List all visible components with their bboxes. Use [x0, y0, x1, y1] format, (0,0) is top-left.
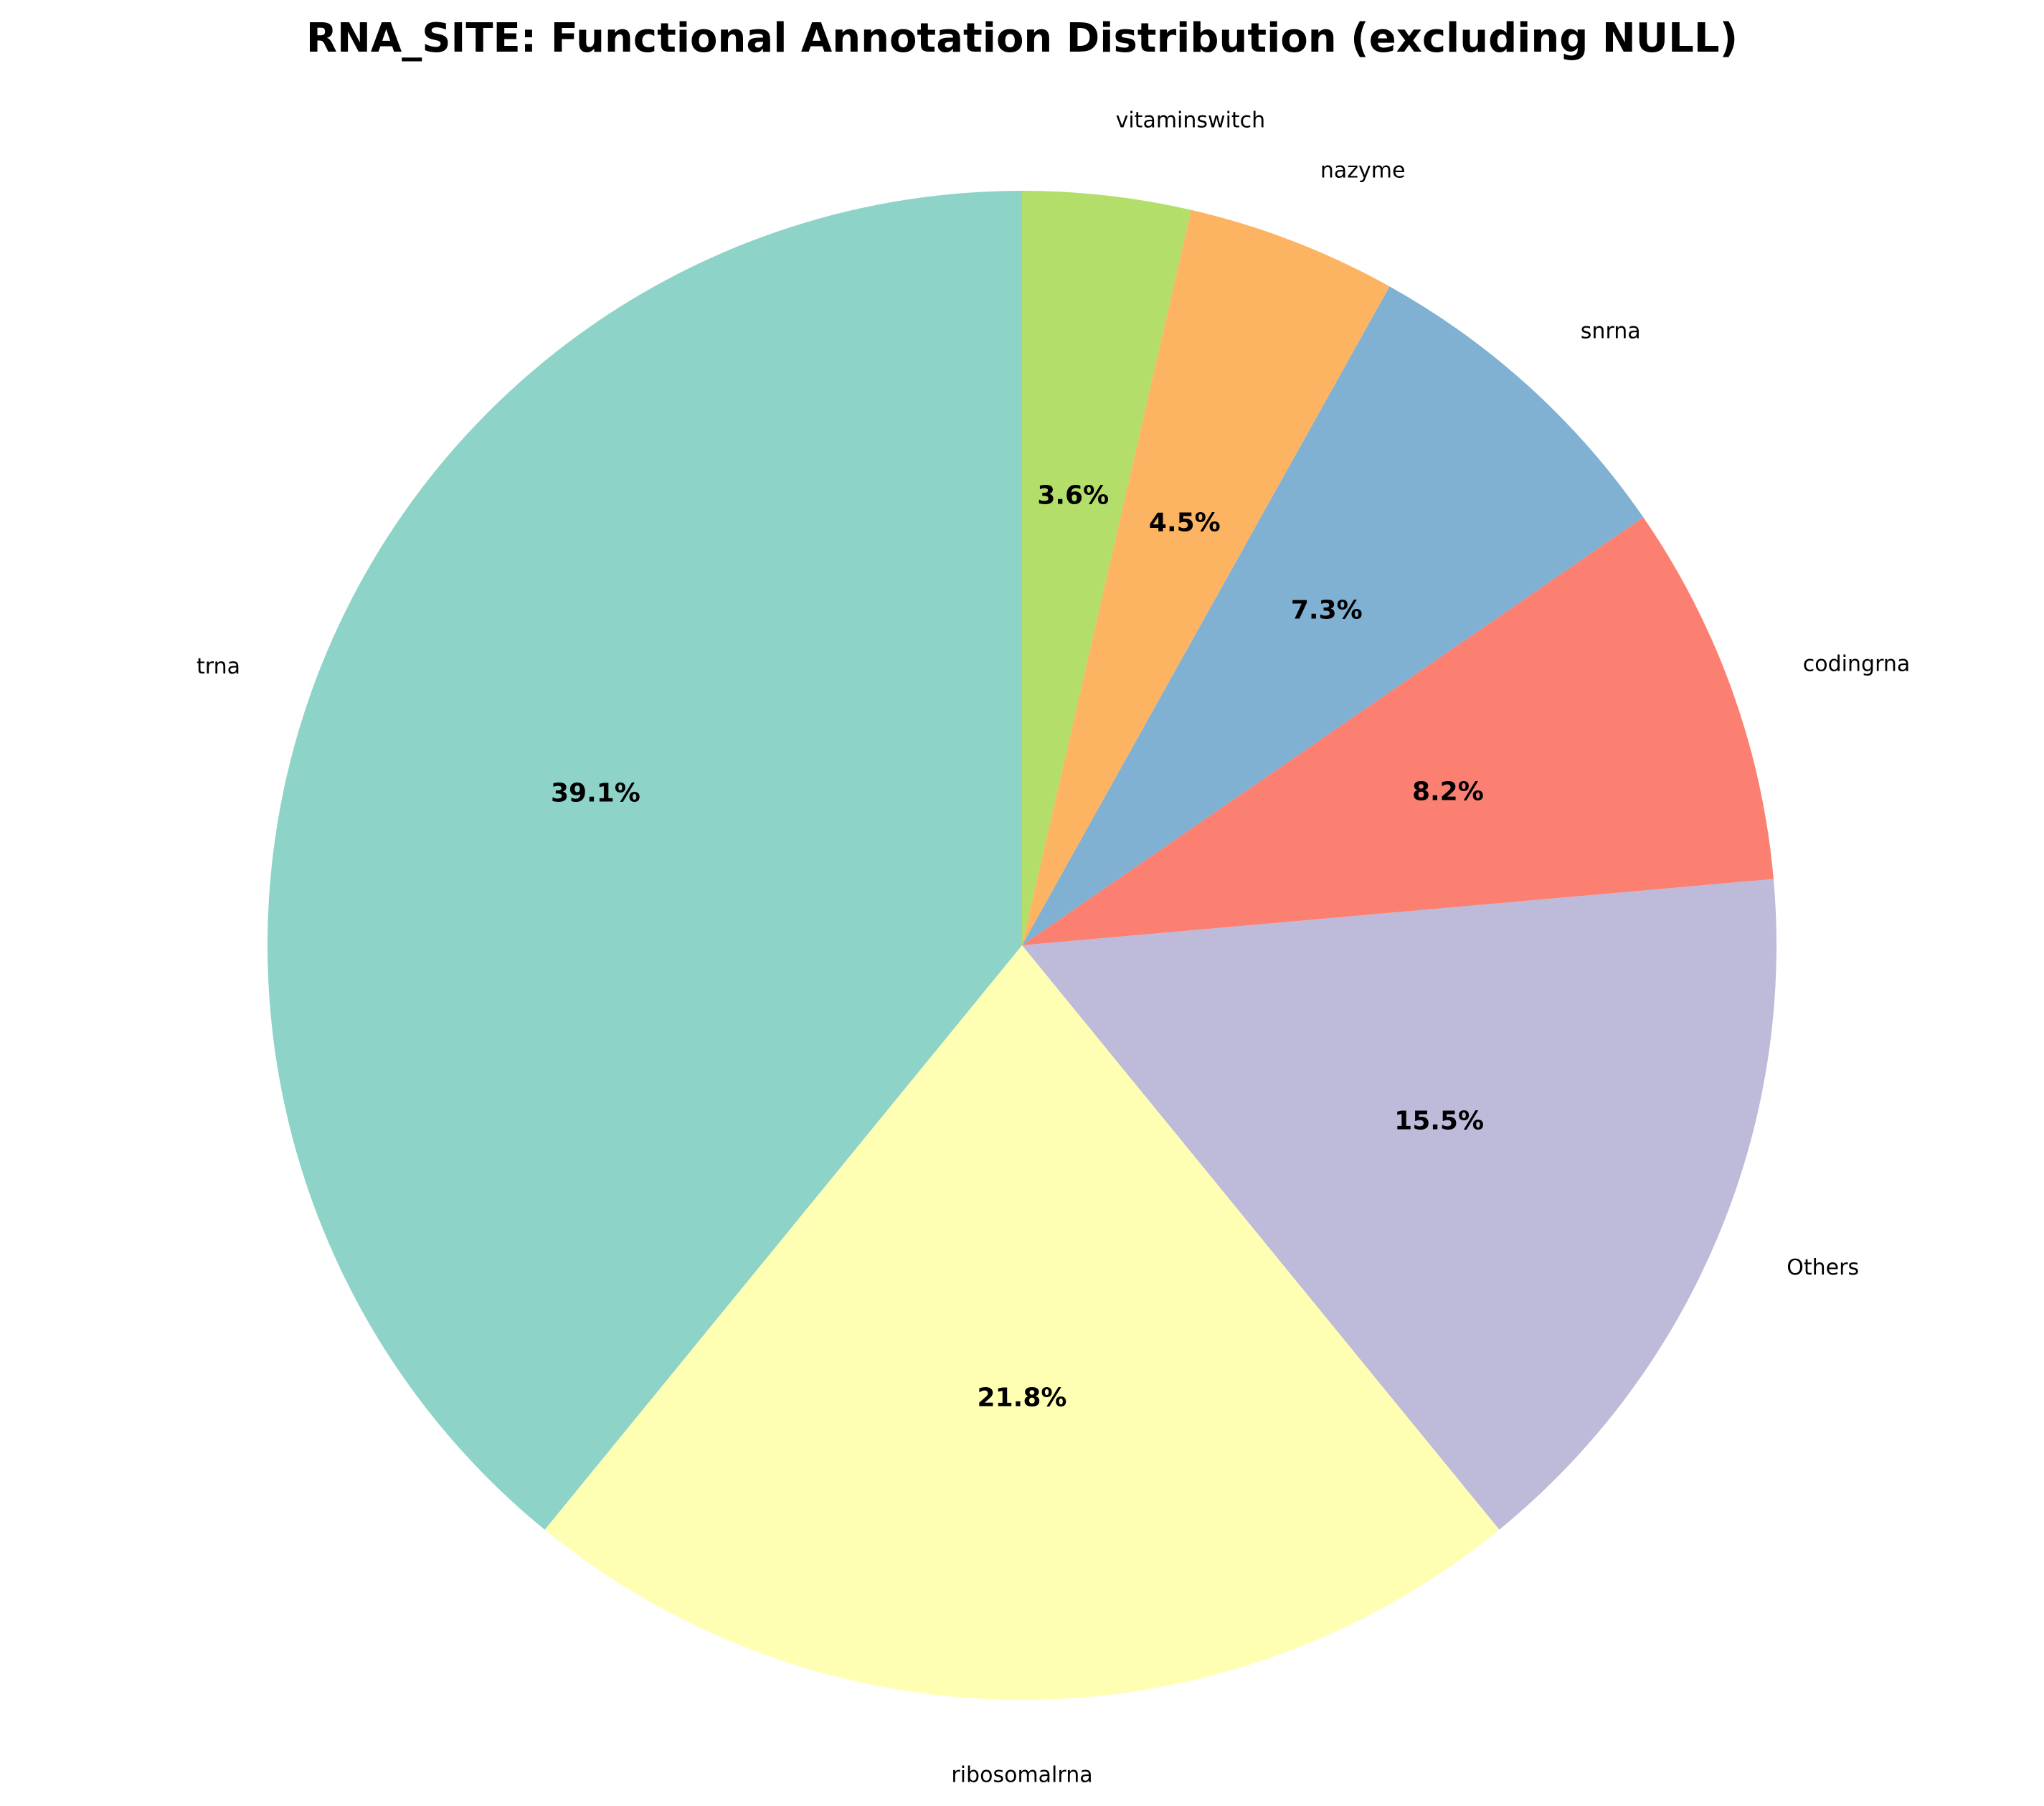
pct-label-others: 15.5% [1394, 1107, 1484, 1136]
pct-label-vitaminswitch: 3.6% [1037, 481, 1109, 510]
pct-label-snrna: 7.3% [1291, 596, 1363, 625]
chart-title: RNA_SITE: Functional Annotation Distribu… [306, 15, 1738, 62]
pie-slices [268, 191, 1776, 1700]
slice-label-others: Others [1787, 1255, 1859, 1280]
slice-label-codingrna: codingrna [1803, 652, 1911, 677]
pie-slice-trna [268, 191, 1022, 1530]
percentage-labels: 3.6% 4.5% 7.3% 8.2% 15.5% 21.8% 39.1% [551, 481, 1484, 1412]
slice-labels: vitaminswitch nazyme snrna codingrna Others r… [197, 108, 1910, 1788]
pct-label-ribosomalrna: 21.8% [978, 1384, 1067, 1413]
slice-label-vitaminswitch: vitaminswitch [1116, 108, 1266, 133]
pie-slice-others [1022, 879, 1776, 1530]
pct-label-codingrna: 8.2% [1412, 777, 1484, 807]
pie-slice-snrna [1022, 286, 1644, 946]
slice-label-nazyme: nazyme [1320, 159, 1406, 184]
slice-label-ribosomalrna: ribosomalrna [951, 1763, 1092, 1788]
pie-slice-codingrna [1022, 517, 1774, 945]
pie-slice-vitaminswitch [1022, 191, 1191, 945]
pie-slice-ribosomalrna [544, 945, 1500, 1700]
pie-slice-nazyme [1022, 209, 1390, 945]
pct-label-nazyme: 4.5% [1149, 508, 1221, 537]
slice-label-snrna: snrna [1581, 319, 1641, 344]
slice-label-trna: trna [197, 654, 240, 679]
pct-label-trna: 39.1% [551, 779, 640, 808]
